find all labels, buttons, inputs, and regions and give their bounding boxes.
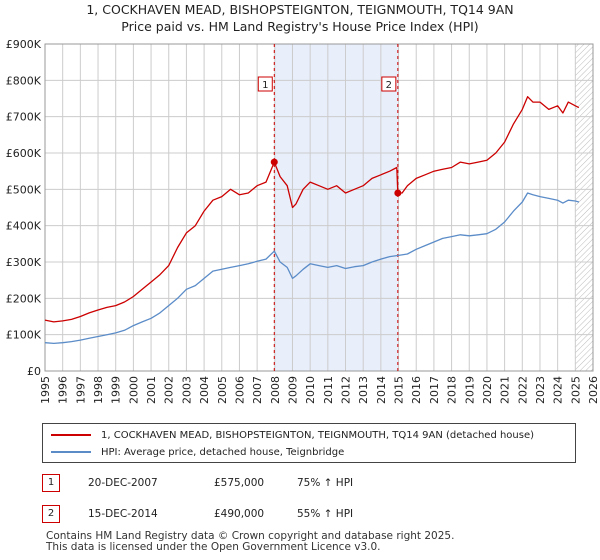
transaction-point xyxy=(394,189,402,197)
x-tick-label: 2013 xyxy=(357,376,370,404)
x-tick-label: 2000 xyxy=(127,376,140,404)
x-tick-label: 2025 xyxy=(569,376,582,404)
x-tick-label: 2010 xyxy=(304,376,317,404)
x-tick-label: 2023 xyxy=(534,376,547,404)
transaction-date: 15-DEC-2014 xyxy=(88,508,158,520)
forecast-hatch-region xyxy=(575,44,593,371)
transaction-badge: 1 xyxy=(42,474,60,492)
legend-label-hpi: HPI: Average price, detached house, Teig… xyxy=(101,446,345,458)
transaction-price: £575,000 xyxy=(214,477,265,489)
x-tick-label: 2019 xyxy=(463,376,476,404)
x-tick-label: 2017 xyxy=(428,376,441,404)
legend: 1, COCKHAVEN MEAD, BISHOPSTEIGNTON, TEIG… xyxy=(42,423,576,463)
legend-item-hpi: HPI: Average price, detached house, Teig… xyxy=(51,444,344,460)
chart-title: 1, COCKHAVEN MEAD, BISHOPSTEIGNTON, TEIG… xyxy=(86,2,514,17)
x-tick-label: 2021 xyxy=(499,376,512,404)
footer: Contains HM Land Registry data © Crown c… xyxy=(46,531,454,553)
y-tick-label: £300K xyxy=(6,256,42,269)
chart-subtitle: Price paid vs. HM Land Registry's House … xyxy=(121,19,479,34)
footer-line-1: Contains HM Land Registry data © Crown c… xyxy=(46,530,455,542)
property-series-line xyxy=(44,96,580,323)
y-tick-label: £0 xyxy=(27,365,41,378)
x-tick-label: 1999 xyxy=(110,376,123,404)
transaction-hpi: 75% ↑ HPI xyxy=(297,477,354,489)
x-tick-label: 2011 xyxy=(322,376,335,404)
transaction-price: £490,000 xyxy=(214,508,265,520)
transaction-marker-box xyxy=(381,76,397,92)
transaction-marker-label: 1 xyxy=(262,80,268,91)
plot-frame xyxy=(44,43,594,372)
y-tick-label: £500K xyxy=(6,183,42,196)
x-tick-label: 2016 xyxy=(410,376,423,404)
legend-swatch-property xyxy=(51,434,91,436)
shaded-period-band xyxy=(274,44,398,371)
x-tick-label: 2014 xyxy=(375,376,388,404)
legend-swatch-hpi xyxy=(51,451,91,453)
legend-label-property: 1, COCKHAVEN MEAD, BISHOPSTEIGNTON, TEIG… xyxy=(101,429,535,441)
x-tick-label: 2006 xyxy=(233,376,246,404)
x-tick-label: 2008 xyxy=(269,376,282,404)
transaction-badge: 2 xyxy=(42,505,60,523)
x-tick-label: 1997 xyxy=(74,376,87,404)
x-tick-label: 2004 xyxy=(198,376,211,404)
x-tick-label: 2018 xyxy=(446,376,459,404)
transaction-point xyxy=(270,158,278,166)
price-chart: £0 £100K £200K £300K £400K £500K £600K £700K £80… xyxy=(6,38,600,404)
transaction-marker-label: 2 xyxy=(386,80,392,91)
x-tick-label: 2024 xyxy=(552,376,565,404)
x-tick-label: 1995 xyxy=(39,376,52,404)
x-tick-label: 2022 xyxy=(516,376,529,404)
x-tick-label: 2009 xyxy=(286,376,299,404)
transaction-date: 20-DEC-2007 xyxy=(88,477,158,489)
x-tick-label: 2026 xyxy=(587,376,600,404)
footer-line-2: This data is licensed under the Open Gov… xyxy=(46,541,381,553)
x-tick-label: 2015 xyxy=(393,376,406,404)
y-tick-label: £100K xyxy=(6,329,42,342)
y-tick-label: £800K xyxy=(6,74,42,87)
x-tick-label: 2002 xyxy=(163,376,176,404)
x-tick-label: 2012 xyxy=(340,376,353,404)
x-tick-label: 1998 xyxy=(92,376,105,404)
y-tick-label: £400K xyxy=(6,220,42,233)
y-tick-label: £200K xyxy=(6,292,42,305)
hpi-series-line xyxy=(44,192,580,345)
x-tick-label: 2007 xyxy=(251,376,264,404)
x-tick-label: 2003 xyxy=(180,376,193,404)
y-tick-label: £700K xyxy=(6,111,42,124)
legend-item-property: 1, COCKHAVEN MEAD, BISHOPSTEIGNTON, TEIG… xyxy=(51,427,534,443)
y-tick-label: £900K xyxy=(6,38,42,51)
transaction-marker-box xyxy=(257,76,273,92)
x-tick-label: 1996 xyxy=(57,376,70,404)
transaction-hpi: 55% ↑ HPI xyxy=(297,508,354,520)
x-tick-label: 2001 xyxy=(145,376,158,404)
x-tick-label: 2020 xyxy=(481,376,494,404)
y-tick-label: £600K xyxy=(6,147,42,160)
x-tick-label: 2005 xyxy=(216,376,229,404)
